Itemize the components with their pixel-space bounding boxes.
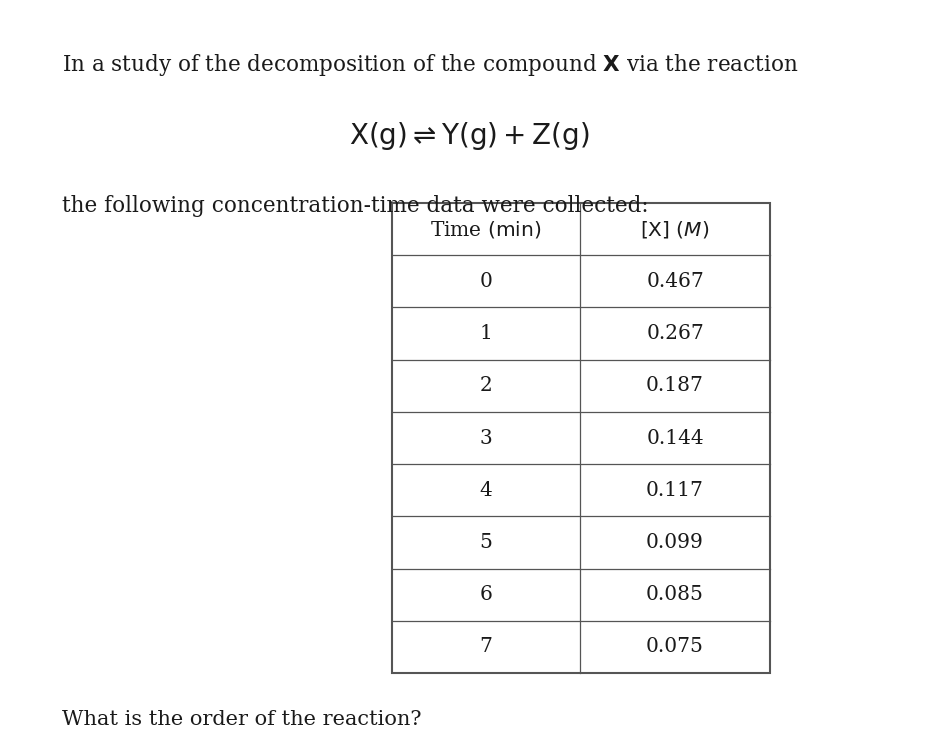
Text: 0.099: 0.099 — [646, 533, 704, 552]
Text: In a study of the decomposition of the compound $\mathbf{X}$ via the reaction: In a study of the decomposition of the c… — [62, 52, 798, 78]
Text: 5: 5 — [479, 533, 492, 552]
Text: 0.267: 0.267 — [646, 324, 704, 343]
Text: 7: 7 — [479, 637, 492, 657]
Text: 0.085: 0.085 — [646, 585, 704, 604]
Text: the following concentration-time data were collected:: the following concentration-time data we… — [62, 195, 648, 217]
Text: 6: 6 — [479, 585, 492, 604]
Text: 0.187: 0.187 — [646, 376, 704, 395]
Text: Time $\mathrm{(min)}$: Time $\mathrm{(min)}$ — [431, 219, 541, 240]
Text: 3: 3 — [479, 428, 492, 447]
Text: 4: 4 — [479, 481, 492, 499]
Text: 0.117: 0.117 — [646, 481, 704, 499]
Text: 0.467: 0.467 — [646, 272, 704, 291]
Text: 0: 0 — [479, 272, 492, 291]
Text: 0.144: 0.144 — [646, 428, 704, 447]
Text: 2: 2 — [479, 376, 492, 395]
Text: 1: 1 — [479, 324, 492, 343]
Text: What is the order of the reaction?: What is the order of the reaction? — [62, 710, 421, 729]
Text: $\mathrm{X(g) \rightleftharpoons Y(g) + Z(g)}$: $\mathrm{X(g) \rightleftharpoons Y(g) + … — [349, 120, 589, 152]
Bar — [392, 203, 770, 673]
Text: 0.075: 0.075 — [646, 637, 704, 657]
Text: $\mathrm{[X]}$ $\mathit{(M)}$: $\mathrm{[X]}$ $\mathit{(M)}$ — [641, 219, 710, 240]
